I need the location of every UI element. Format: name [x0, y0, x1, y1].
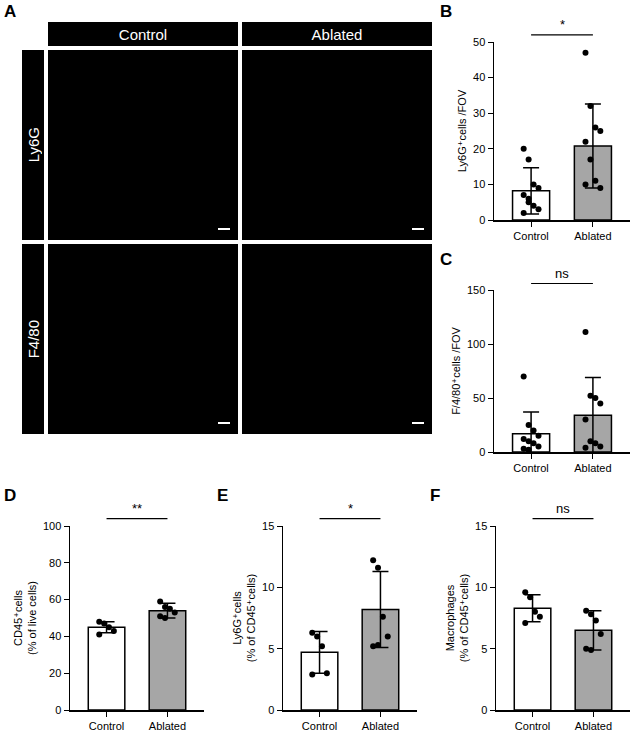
- svg-text:20: 20: [473, 143, 485, 155]
- svg-text:100: 100: [467, 338, 485, 350]
- svg-text:Control: Control: [89, 720, 124, 732]
- svg-text:50: 50: [473, 392, 485, 404]
- svg-text:60: 60: [49, 593, 61, 605]
- svg-text:Ly6G⁺cells(% of CD45⁺cells): Ly6G⁺cells(% of CD45⁺cells): [231, 574, 257, 662]
- svg-text:Ablated: Ablated: [574, 230, 611, 242]
- svg-text:CD45⁺cells(% of live cells): CD45⁺cells(% of live cells): [12, 581, 38, 655]
- svg-text:100: 100: [43, 520, 61, 532]
- html-text:F4/80: F4/80: [24, 319, 42, 359]
- svg-text:5: 5: [481, 643, 487, 655]
- svg-text:10: 10: [262, 581, 274, 593]
- svg-text:150: 150: [467, 284, 485, 296]
- html-text:Control: Control: [118, 25, 168, 43]
- svg-text:Ablated: Ablated: [362, 720, 399, 732]
- svg-text:*: *: [348, 501, 353, 516]
- html-text:Ly6G: Ly6G: [24, 127, 42, 163]
- svg-text:ns: ns: [556, 501, 570, 516]
- svg-text:40: 40: [473, 71, 485, 83]
- svg-text:Ablated: Ablated: [574, 462, 611, 474]
- svg-text:Control: Control: [302, 720, 337, 732]
- svg-text:40: 40: [49, 630, 61, 642]
- svg-text:Macrophages(% of CD45⁺cells): Macrophages(% of CD45⁺cells): [444, 574, 470, 662]
- svg-text:*: *: [560, 17, 565, 32]
- svg-text:Control: Control: [513, 230, 548, 242]
- html-text:A: A: [4, 2, 17, 21]
- svg-text:80: 80: [49, 557, 61, 569]
- svg-text:20: 20: [49, 667, 61, 679]
- svg-text:**: **: [132, 501, 142, 516]
- svg-text:Control: Control: [513, 462, 548, 474]
- svg-text:Ly6G⁺cells /FOV: Ly6G⁺cells /FOV: [456, 89, 468, 172]
- svg-text:Control: Control: [515, 720, 550, 732]
- svg-text:0: 0: [479, 446, 485, 458]
- svg-text:15: 15: [262, 520, 274, 532]
- html-text:C: C: [440, 250, 453, 269]
- svg-text:F/4/80⁺cells /FOV: F/4/80⁺cells /FOV: [450, 326, 462, 414]
- html-text:F: F: [430, 486, 441, 505]
- html-text:D: D: [4, 486, 17, 505]
- svg-text:0: 0: [55, 704, 61, 716]
- svg-text:15: 15: [475, 520, 487, 532]
- html-text:Ablated: Ablated: [311, 25, 363, 43]
- svg-text:0: 0: [481, 704, 487, 716]
- svg-text:ns: ns: [555, 266, 569, 281]
- svg-text:5: 5: [268, 643, 274, 655]
- svg-text:50: 50: [473, 36, 485, 48]
- svg-text:10: 10: [473, 178, 485, 190]
- svg-text:10: 10: [475, 581, 487, 593]
- svg-text:30: 30: [473, 107, 485, 119]
- svg-text:0: 0: [268, 704, 274, 716]
- svg-text:Ablated: Ablated: [575, 720, 612, 732]
- svg-text:Ablated: Ablated: [149, 720, 186, 732]
- html-text:E: E: [217, 486, 229, 505]
- html-text:B: B: [440, 2, 453, 21]
- svg-text:0: 0: [479, 214, 485, 226]
